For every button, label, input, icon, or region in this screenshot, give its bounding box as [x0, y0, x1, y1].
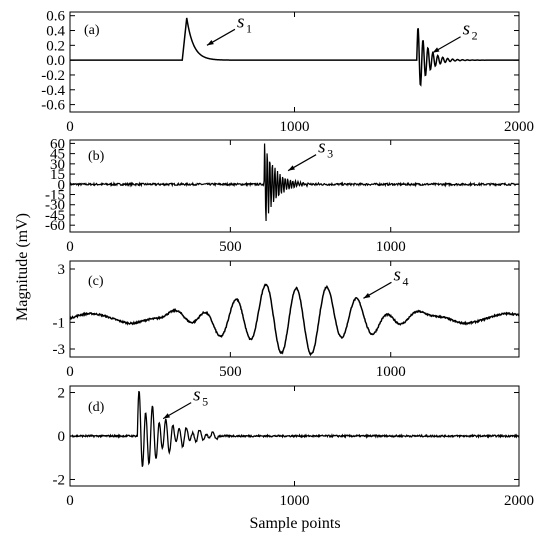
panel-d-y-tick-label: 0: [58, 429, 66, 445]
annotation-subscript: 1: [246, 21, 252, 35]
panel-b-frame: [69, 139, 520, 233]
panel-c-y-tick-label: -3: [53, 342, 66, 358]
panel-d-signal-line: [69, 390, 520, 467]
annotation-label: s: [318, 137, 325, 158]
annotation-label: s: [193, 385, 200, 406]
panel-d-x-tick-label: 0: [66, 493, 74, 509]
panel-b-y-tick-label: -60: [45, 218, 65, 234]
panel-a-y-tick-label: 0.2: [46, 38, 65, 54]
panel-a-x-tick-label: 1000: [280, 119, 310, 135]
panel-a-signal-line: [70, 17, 519, 87]
panel-b-y-tick-label: -15: [45, 188, 65, 204]
y-axis-title: Magnitude (mV): [14, 213, 31, 321]
panel-c-ticks: 0 500 1000 3 -1 -3: [53, 261, 519, 380]
panel-d-tag: (d): [88, 400, 105, 415]
annotation-subscript: 3: [327, 147, 333, 161]
panel-a-tag: (a): [84, 23, 100, 38]
panel-b-signal-line: [69, 143, 520, 221]
panel-c-y-tick-label: 3: [58, 262, 66, 278]
panel-d-y-tick-label: -2: [53, 472, 66, 488]
panel-a-y-tick-label: -0.2: [41, 68, 65, 84]
annotation-label: s: [393, 264, 400, 285]
panel-d-y-tick-label: 2: [58, 386, 66, 402]
panel-b-y-tick-label: 15: [50, 167, 65, 183]
panel-b-y-tick-label: 0: [58, 177, 66, 193]
panel-b-tag: (b): [88, 149, 105, 164]
panel-a-y-tick-label: 0.0: [46, 53, 65, 69]
panel-a-x-tick-label: 0: [66, 119, 74, 135]
panel-b-x-tick-label: 1000: [376, 239, 406, 255]
panel-a-y-tick-label: 0.6: [46, 9, 65, 25]
panel-c-tag: (c): [88, 274, 104, 289]
panel-c-signal-line: [69, 283, 520, 357]
panel-b-y-tick-label: -30: [45, 198, 65, 214]
annotation-arrowhead: [163, 413, 171, 419]
panel-c-x-tick-label: 500: [219, 364, 242, 380]
panel-b-x-tick-label: 0: [66, 239, 74, 255]
x-axis-title: Sample points: [249, 515, 340, 532]
annotation-arrowhead: [432, 47, 440, 53]
panel-d-x-tick-label: 2000: [504, 493, 534, 509]
panel-b-y-tick-label: 30: [50, 157, 65, 173]
panel-a-frame: [69, 11, 520, 113]
panel-a-y-tick-label: -0.6: [41, 98, 65, 114]
annotation-arrowhead: [288, 165, 295, 171]
annotation-arrowhead: [363, 292, 371, 299]
panel-d-x-tick-label: 1000: [280, 493, 310, 509]
panel-a-x-tick-label: 2000: [504, 119, 534, 135]
annotation-subscript: 5: [202, 395, 208, 409]
panel-b-y-tick-label: 60: [50, 136, 65, 152]
annotation-subscript: 4: [402, 274, 408, 288]
panel-b-y-tick-label: 45: [50, 147, 65, 163]
annotation-label: s: [463, 19, 470, 40]
panel-c-x-tick-label: 1000: [376, 364, 406, 380]
panel-a-y-tick-label: 0.4: [46, 24, 65, 40]
panel-c-frame: [69, 260, 520, 358]
panel-a-ticks: 0 1000 2000 0.60.40.20.0-0.2-0.4-0.6: [41, 9, 534, 135]
panel-c-x-tick-label: 0: [66, 364, 74, 380]
panel-c-y-tick-label: -1: [53, 315, 66, 331]
annotation-label: s: [237, 11, 244, 32]
panel-b-y-tick-label: -45: [45, 208, 65, 224]
panel-a-y-tick-label: -0.4: [41, 83, 65, 99]
annotation-subscript: 2: [472, 29, 478, 43]
panel-b-x-tick-label: 500: [219, 239, 242, 255]
annotation-arrowhead: [206, 39, 214, 46]
